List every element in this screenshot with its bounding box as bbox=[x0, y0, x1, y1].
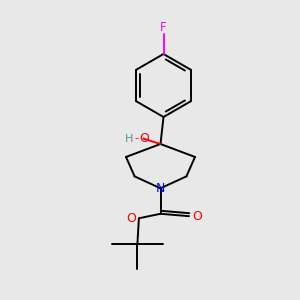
Text: F: F bbox=[160, 21, 167, 34]
Text: H: H bbox=[125, 134, 134, 144]
Text: O: O bbox=[139, 132, 149, 145]
Text: O: O bbox=[127, 212, 136, 225]
Text: N: N bbox=[156, 182, 165, 195]
Text: -: - bbox=[134, 133, 139, 143]
Text: O: O bbox=[193, 210, 202, 223]
